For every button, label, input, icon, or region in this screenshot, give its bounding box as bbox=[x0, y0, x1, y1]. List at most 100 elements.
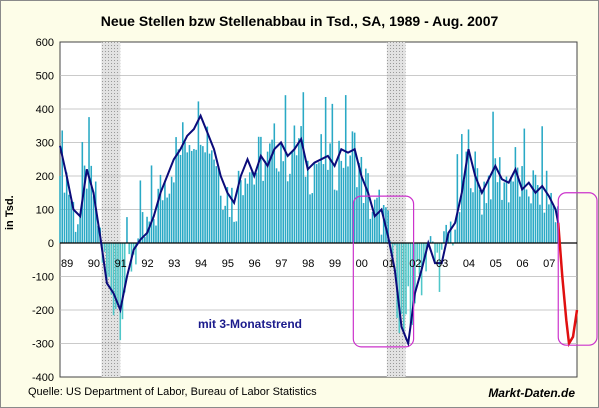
monthly-bar bbox=[190, 150, 193, 243]
monthly-bar bbox=[550, 192, 552, 243]
monthly-bar bbox=[157, 188, 160, 243]
monthly-bar bbox=[300, 126, 302, 243]
monthly-bar bbox=[440, 243, 443, 250]
monthly-bar bbox=[394, 243, 396, 246]
monthly-bar bbox=[112, 243, 115, 316]
monthly-bar bbox=[311, 193, 314, 243]
monthly-bar bbox=[309, 194, 311, 243]
monthly-bar bbox=[534, 174, 537, 243]
monthly-bar bbox=[409, 243, 412, 326]
x-tick-label-01: 01 bbox=[382, 258, 394, 270]
monthly-bar bbox=[396, 243, 398, 318]
monthly-bar bbox=[313, 162, 316, 243]
y-tick-label-9: -300 bbox=[32, 339, 54, 351]
monthly-bar bbox=[496, 182, 499, 243]
x-tick-label-92: 92 bbox=[141, 258, 153, 270]
monthly-bar bbox=[175, 137, 177, 243]
monthly-bar bbox=[293, 125, 296, 243]
monthly-bar bbox=[68, 194, 70, 243]
monthly-bar bbox=[302, 92, 305, 243]
monthly-bar bbox=[90, 165, 93, 243]
x-tick-label-95: 95 bbox=[222, 258, 234, 270]
y-tick-label-3: 300 bbox=[36, 138, 54, 150]
monthly-bar bbox=[487, 175, 490, 243]
monthly-bar bbox=[467, 129, 470, 243]
monthly-bar bbox=[510, 176, 512, 243]
y-tick-label-7: -100 bbox=[32, 272, 54, 284]
y-tick-label-10: -400 bbox=[32, 372, 54, 384]
monthly-bar bbox=[106, 243, 108, 280]
monthly-bar bbox=[110, 243, 113, 295]
monthly-bar bbox=[541, 126, 543, 243]
monthly-bar bbox=[240, 180, 242, 243]
monthly-bar bbox=[324, 97, 327, 243]
monthly-bar bbox=[255, 172, 258, 243]
forecast-line bbox=[556, 222, 579, 348]
monthly-bar bbox=[322, 164, 325, 243]
monthly-bar bbox=[257, 136, 260, 243]
trend-annotation: mit 3-Monatstrend bbox=[198, 317, 303, 331]
monthly-bar bbox=[342, 167, 345, 243]
x-tick-label-07: 07 bbox=[543, 258, 555, 270]
monthly-bar bbox=[275, 168, 278, 243]
monthly-bar bbox=[170, 176, 173, 243]
monthly-bar bbox=[119, 243, 122, 341]
monthly-bar bbox=[429, 236, 432, 243]
monthly-bar bbox=[65, 172, 68, 243]
monthly-bar bbox=[338, 140, 340, 243]
monthly-bar bbox=[199, 144, 202, 243]
highlight-box-0 bbox=[352, 195, 415, 348]
monthly-bar bbox=[59, 176, 61, 243]
monthly-bar bbox=[358, 162, 360, 243]
monthly-bar bbox=[539, 204, 541, 243]
monthly-bar bbox=[166, 197, 168, 243]
monthly-bar bbox=[228, 216, 231, 243]
monthly-bar bbox=[545, 170, 548, 243]
monthly-bar bbox=[139, 180, 142, 243]
trend-line bbox=[59, 113, 560, 348]
monthly-bar bbox=[432, 241, 434, 243]
monthly-bar bbox=[197, 101, 200, 243]
monthly-bar bbox=[304, 176, 307, 243]
monthly-bar bbox=[74, 231, 77, 243]
monthly-bar bbox=[181, 122, 184, 243]
monthly-bar bbox=[411, 243, 414, 325]
x-tick-label-99: 99 bbox=[329, 258, 341, 270]
monthly-bar bbox=[528, 196, 530, 243]
monthly-bar bbox=[478, 189, 481, 243]
monthly-bar bbox=[360, 156, 363, 243]
monthly-bar bbox=[215, 166, 218, 243]
monthly-bar bbox=[485, 203, 488, 243]
monthly-bar bbox=[97, 225, 99, 243]
monthly-bar bbox=[449, 221, 452, 243]
monthly-bar bbox=[208, 153, 211, 243]
monthly-bar bbox=[86, 188, 88, 243]
monthly-bar bbox=[277, 171, 280, 243]
monthly-bar bbox=[376, 197, 378, 243]
monthly-bar bbox=[123, 243, 126, 293]
monthly-bar bbox=[536, 185, 539, 243]
monthly-bar bbox=[447, 233, 450, 243]
monthly-bar bbox=[344, 95, 347, 243]
monthly-bar bbox=[282, 161, 285, 243]
monthly-bar bbox=[458, 212, 461, 243]
monthly-bar bbox=[295, 155, 298, 243]
monthly-bar bbox=[391, 243, 394, 260]
monthly-bar bbox=[115, 243, 117, 310]
monthly-bar bbox=[137, 238, 139, 243]
monthly-bar bbox=[327, 169, 329, 243]
monthly-bar bbox=[164, 180, 166, 243]
x-tick-label-05: 05 bbox=[490, 258, 502, 270]
monthly-bar bbox=[492, 111, 494, 243]
source-note: Quelle: US Department of Labor, Bureau o… bbox=[28, 386, 317, 398]
monthly-bar bbox=[532, 170, 535, 243]
monthly-bar bbox=[266, 151, 269, 243]
monthly-bar bbox=[554, 222, 557, 243]
monthly-bar bbox=[226, 187, 229, 243]
y-tick-label-2: 400 bbox=[36, 104, 54, 116]
monthly-bar bbox=[168, 193, 171, 243]
monthly-bars bbox=[59, 92, 559, 341]
monthly-bar bbox=[353, 132, 356, 243]
monthly-bar bbox=[235, 221, 238, 243]
monthly-bar bbox=[454, 229, 456, 243]
